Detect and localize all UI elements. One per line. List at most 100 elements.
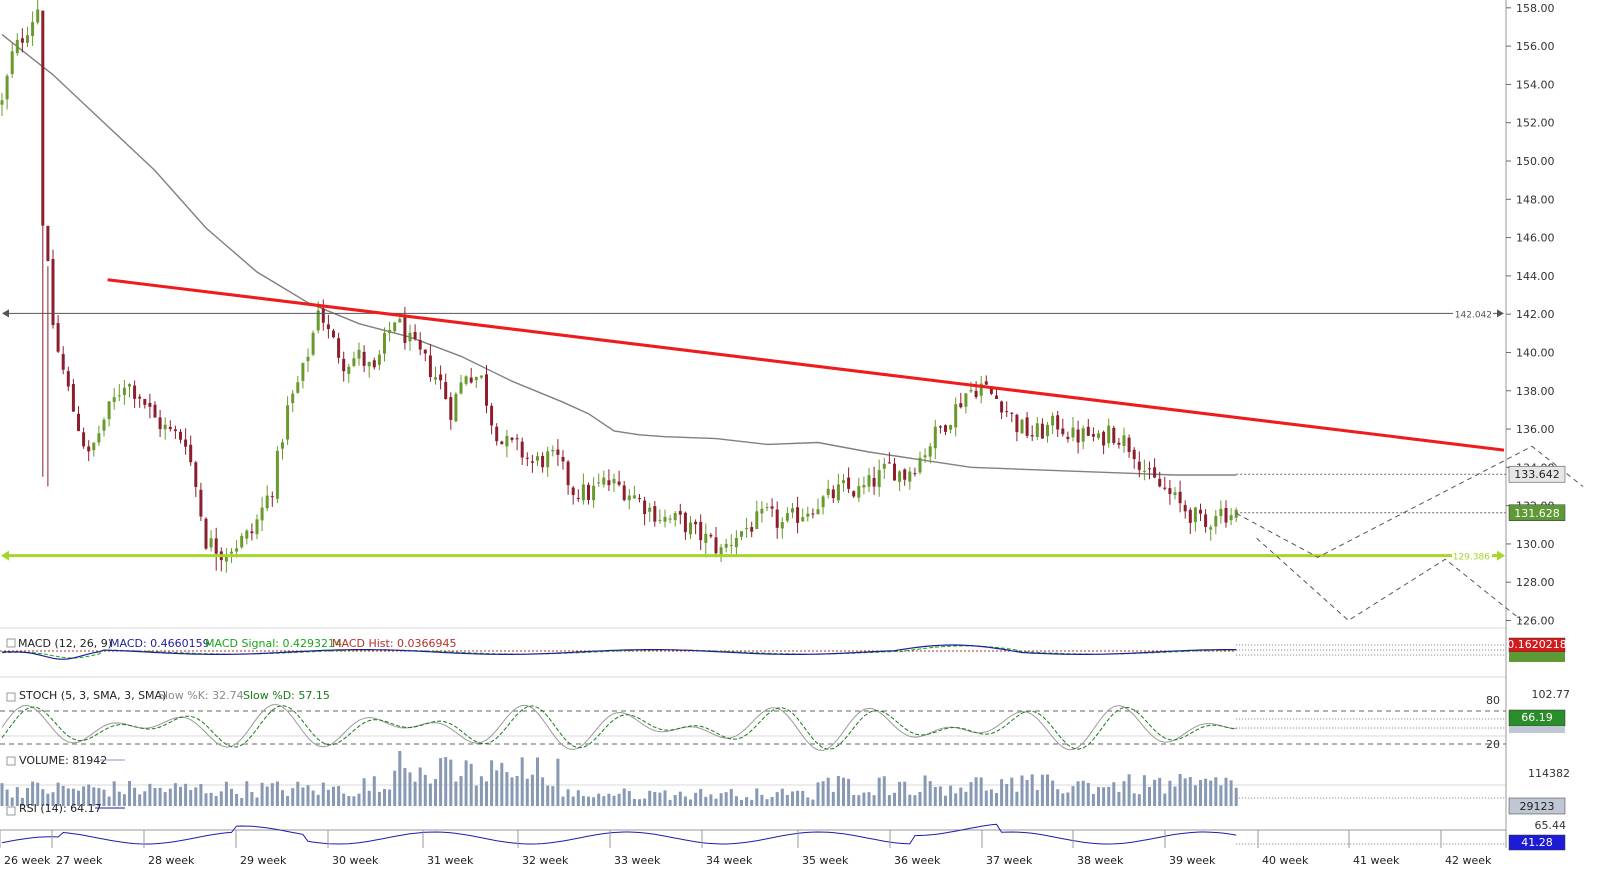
candle-body — [31, 22, 35, 36]
candle-body — [780, 522, 784, 529]
volume-bar — [933, 786, 937, 806]
candle-body — [836, 484, 840, 501]
candle-body — [515, 438, 519, 440]
candle-body — [209, 538, 213, 548]
volume-bar — [842, 777, 845, 806]
volume-bar — [357, 793, 361, 806]
candle-body — [1000, 401, 1004, 413]
candle-body — [913, 473, 917, 475]
candle-body — [791, 508, 794, 513]
volume-bar — [469, 763, 473, 806]
volume-bar — [627, 791, 631, 806]
volume-bar — [709, 794, 713, 806]
candle-body — [36, 9, 40, 23]
volume-bar — [403, 767, 407, 806]
stoch-axis-label: 20 — [1486, 738, 1500, 751]
rsi-axis-label: 65.44 — [1535, 819, 1567, 832]
candle-body — [566, 461, 570, 486]
candle-body — [362, 351, 366, 366]
candle-body — [831, 489, 835, 499]
volume-bar — [485, 781, 488, 806]
candle-body — [20, 38, 24, 43]
candle-body — [1163, 487, 1167, 489]
volume-bar — [984, 790, 988, 806]
candle-body — [41, 10, 45, 226]
volume-bar — [734, 796, 738, 806]
volume-bar — [194, 787, 198, 806]
volume-bar — [796, 790, 800, 806]
candle-body — [204, 518, 208, 549]
volume-bar — [587, 796, 590, 806]
volume-bar — [240, 797, 244, 806]
candle-body — [826, 488, 830, 495]
volume-bar — [1224, 777, 1228, 806]
volume-bar — [1142, 775, 1146, 806]
volume-bar — [765, 799, 769, 806]
candle-body — [1214, 515, 1218, 527]
candle-body — [801, 517, 805, 522]
candle-body — [87, 446, 91, 452]
time-tick-label: 32 week — [522, 854, 569, 867]
volume-bar — [872, 795, 876, 806]
time-tick-label: 29 week — [240, 854, 287, 867]
volume-bar — [342, 793, 346, 806]
volume-bar — [801, 790, 805, 806]
candle-body — [1030, 435, 1034, 437]
volume-bar — [148, 783, 152, 806]
volume-bar — [821, 781, 825, 806]
volume-bar — [505, 772, 509, 806]
volume-bar — [41, 789, 45, 806]
candle-body — [592, 485, 596, 501]
projection-path — [1256, 537, 1523, 622]
volume-bar — [949, 785, 953, 806]
volume-bar — [1153, 779, 1157, 806]
candle-body — [587, 484, 590, 500]
volume-bar — [1148, 786, 1151, 806]
candle-body — [995, 395, 998, 399]
volume-bar — [959, 787, 963, 806]
candle-body — [1097, 433, 1100, 438]
candle-body — [143, 398, 147, 405]
candle-body — [898, 471, 902, 482]
candle-body — [760, 508, 764, 514]
volume-bar — [398, 751, 402, 806]
volume-bar — [449, 759, 453, 806]
volume-bar — [913, 795, 917, 806]
volume-bar — [479, 776, 483, 806]
volume-bar — [857, 795, 861, 806]
candle-body — [638, 498, 641, 500]
candle-body — [622, 485, 626, 501]
volume-bar — [301, 787, 305, 806]
candle-body — [230, 551, 233, 554]
volume-bar — [780, 788, 784, 806]
volume-bar — [168, 788, 172, 806]
volume-bar — [51, 792, 55, 806]
candle-body — [1035, 423, 1039, 437]
candle-body — [862, 485, 866, 488]
candle-body — [5, 75, 9, 100]
candle-body — [168, 426, 172, 430]
volume-bar — [214, 796, 218, 806]
volume-bar — [1102, 787, 1106, 806]
volume-bar — [1107, 786, 1111, 806]
volume-bar — [1030, 774, 1034, 806]
volume-bar — [1035, 790, 1039, 806]
candle-body — [1122, 435, 1126, 447]
candle-body — [602, 477, 606, 485]
volume-bar — [1214, 777, 1218, 806]
candle-body — [704, 533, 708, 543]
rsi-legend: RSI (14): 64.17 — [19, 802, 102, 815]
candle-body — [663, 516, 667, 522]
volume-bar — [362, 778, 366, 806]
volume-bar — [66, 788, 70, 806]
time-tick-label: 37 week — [986, 854, 1033, 867]
volume-bar — [209, 792, 213, 806]
candle-body — [510, 437, 514, 440]
candle-body — [1010, 412, 1014, 414]
candle-body — [383, 332, 386, 354]
candle-body — [964, 393, 968, 407]
volume-bar — [444, 757, 448, 806]
candle-body — [1153, 467, 1157, 478]
